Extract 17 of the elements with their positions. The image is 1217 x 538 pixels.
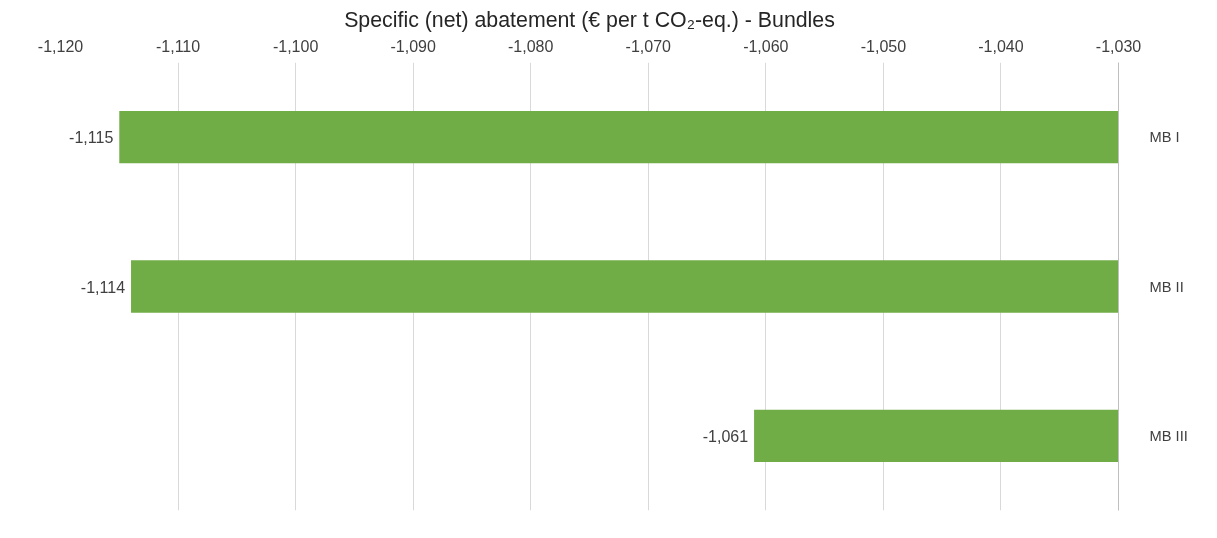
x-tick-label: -1,050 bbox=[860, 37, 907, 55]
y-tick-label: MB III bbox=[1149, 427, 1188, 444]
x-tick-label: -1,040 bbox=[978, 37, 1024, 55]
x-tick-label: -1,120 bbox=[37, 37, 84, 55]
x-tick-label: -1,080 bbox=[508, 37, 554, 55]
x-tick-label: -1,100 bbox=[272, 37, 319, 55]
x-tick-label: -1,110 bbox=[155, 37, 201, 55]
y-tick-label: MB II bbox=[1149, 278, 1184, 295]
x-tick-label: -1,030 bbox=[1095, 37, 1142, 55]
x-tick-label: -1,090 bbox=[390, 37, 436, 55]
data-label: -1,061 bbox=[702, 427, 749, 445]
x-tick-label: -1,060 bbox=[743, 37, 789, 55]
data-label: -1,114 bbox=[80, 278, 126, 296]
chart-title: Specific (net) abatement (€ per t CO₂-eq.) - Bundles bbox=[344, 7, 835, 32]
y-tick-label: MB I bbox=[1149, 129, 1180, 146]
x-tick-label: -1,070 bbox=[625, 37, 672, 55]
data-label: -1,115 bbox=[69, 129, 114, 147]
